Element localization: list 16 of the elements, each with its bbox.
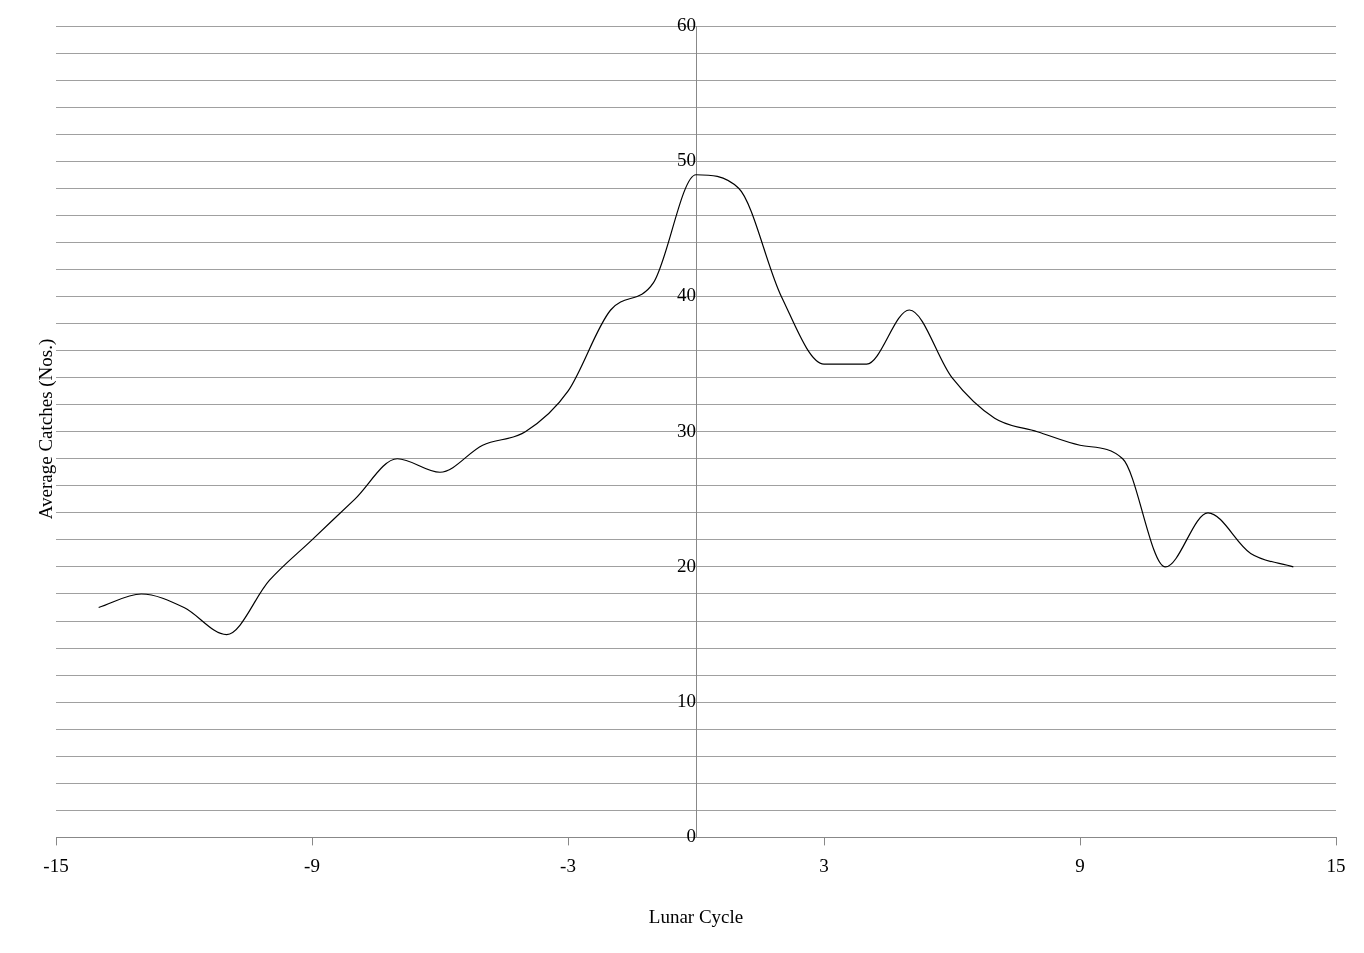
x-tick-label: -3: [560, 854, 576, 876]
y-tick-label: 20: [677, 554, 696, 576]
y-tick-label: 10: [677, 690, 696, 712]
y-tick-label: 30: [677, 419, 696, 441]
x-tick-label: 3: [819, 854, 829, 876]
y-axis-title: Average Catches (Nos.): [35, 338, 57, 520]
x-tick-label: -15: [43, 854, 69, 876]
y-tick-label: 0: [686, 825, 696, 847]
y-tick-label: 60: [677, 13, 696, 35]
x-tick-label: -9: [304, 854, 320, 876]
line-series: [98, 174, 1294, 636]
x-axis-title: Lunar Cycle: [648, 905, 744, 927]
y-tick-label: 50: [677, 149, 696, 171]
x-tick-label: 9: [1075, 854, 1085, 876]
x-tick-label: 15: [1326, 854, 1346, 876]
y-tick-label: 40: [677, 284, 696, 306]
